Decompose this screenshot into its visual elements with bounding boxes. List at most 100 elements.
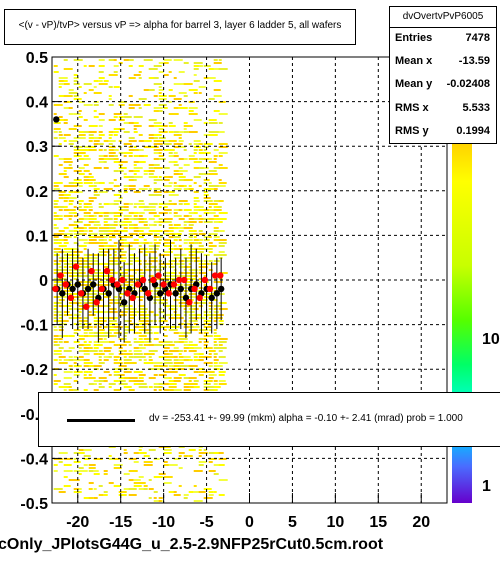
heat-cell bbox=[78, 86, 82, 88]
heat-cell bbox=[123, 338, 127, 340]
heat-cell bbox=[58, 173, 65, 175]
heat-cell bbox=[73, 302, 81, 304]
heat-cell bbox=[98, 305, 106, 307]
heat-cell bbox=[53, 182, 63, 184]
heat-cell bbox=[98, 203, 102, 205]
heat-cell bbox=[218, 230, 225, 232]
heat-cell bbox=[198, 185, 202, 187]
heat-cell bbox=[83, 281, 91, 283]
heat-cell bbox=[113, 371, 120, 373]
heat-cell bbox=[73, 77, 79, 79]
heat-cell bbox=[213, 185, 223, 187]
heat-cell bbox=[138, 215, 143, 217]
heat-cell bbox=[173, 254, 180, 256]
heat-cell bbox=[148, 134, 155, 136]
stats-title: dvOvertvPvP6005 bbox=[402, 11, 484, 22]
heat-cell bbox=[68, 356, 73, 358]
heat-cell bbox=[118, 494, 127, 496]
data-point bbox=[217, 285, 225, 293]
heat-cell bbox=[88, 176, 94, 178]
heat-cell bbox=[158, 236, 163, 238]
heat-cell bbox=[173, 365, 183, 367]
heat-cell bbox=[198, 368, 204, 370]
heat-cell bbox=[213, 317, 223, 319]
heat-cell bbox=[83, 350, 93, 352]
heat-cell bbox=[153, 215, 160, 217]
heat-cell bbox=[163, 107, 168, 109]
heat-cell bbox=[98, 377, 107, 379]
stat-value: -0.02408 bbox=[446, 78, 490, 90]
heat-cell bbox=[148, 125, 158, 127]
heat-cell bbox=[198, 173, 204, 175]
heat-cell bbox=[143, 488, 148, 490]
heat-cell bbox=[148, 311, 154, 313]
heat-cell bbox=[143, 269, 152, 271]
heat-cell bbox=[123, 152, 133, 154]
y-tick-label: 0.2 bbox=[26, 184, 48, 201]
heat-cell bbox=[113, 263, 121, 265]
heat-cell bbox=[153, 344, 163, 346]
heat-cell bbox=[73, 191, 81, 193]
heat-cell bbox=[143, 221, 148, 223]
y-tick-label: -0.2 bbox=[20, 362, 48, 379]
heat-cell bbox=[188, 491, 194, 493]
heat-cell bbox=[188, 236, 193, 238]
heat-cell bbox=[118, 128, 125, 130]
heat-cell bbox=[83, 242, 90, 244]
heat-cell bbox=[178, 104, 182, 106]
heat-cell bbox=[123, 155, 127, 157]
heat-cell bbox=[143, 146, 153, 148]
heat-cell bbox=[173, 368, 181, 370]
heat-cell bbox=[168, 248, 174, 250]
heat-cell bbox=[178, 305, 187, 307]
heat-cell bbox=[88, 209, 93, 211]
heat-cell bbox=[68, 260, 74, 262]
heat-cell bbox=[128, 227, 136, 229]
heat-cell bbox=[108, 98, 112, 100]
heat-cell bbox=[208, 329, 212, 331]
heat-cell bbox=[138, 272, 146, 274]
heat-cell bbox=[113, 116, 118, 118]
heat-cell bbox=[103, 239, 107, 241]
heat-cell bbox=[143, 464, 153, 466]
heat-cell bbox=[208, 317, 213, 319]
heat-cell bbox=[188, 365, 198, 367]
heat-cell bbox=[213, 383, 218, 385]
heat-cell bbox=[168, 182, 173, 184]
data-point bbox=[52, 285, 59, 293]
heat-cell bbox=[218, 317, 222, 319]
heat-cell bbox=[123, 356, 127, 358]
heat-cell bbox=[208, 263, 218, 265]
heat-cell bbox=[178, 338, 186, 340]
heat-cell bbox=[173, 245, 177, 247]
heat-cell bbox=[153, 365, 159, 367]
heat-cell bbox=[73, 356, 78, 358]
heat-cell bbox=[68, 230, 74, 232]
heat-cell bbox=[163, 212, 168, 214]
heat-cell bbox=[73, 248, 79, 250]
heat-cell bbox=[173, 173, 183, 175]
heat-cell bbox=[93, 275, 100, 277]
heat-cell bbox=[113, 233, 121, 235]
heat-cell bbox=[163, 389, 173, 391]
heat-cell bbox=[53, 284, 58, 286]
data-point bbox=[141, 285, 148, 293]
heat-cell bbox=[78, 134, 86, 136]
heat-cell bbox=[88, 185, 94, 187]
heat-cell bbox=[178, 368, 185, 370]
heat-cell bbox=[83, 233, 87, 235]
heat-cell bbox=[93, 257, 98, 259]
heat-cell bbox=[168, 230, 174, 232]
heat-cell bbox=[178, 263, 185, 265]
heat-cell bbox=[93, 104, 99, 106]
heat-cell bbox=[143, 485, 148, 487]
heat-cell bbox=[53, 137, 58, 139]
heat-cell bbox=[78, 299, 83, 301]
heat-cell bbox=[78, 488, 82, 490]
heat-cell bbox=[153, 290, 161, 292]
heat-cell bbox=[178, 275, 185, 277]
heat-cell bbox=[168, 203, 177, 205]
heat-cell bbox=[93, 182, 103, 184]
heat-cell bbox=[68, 293, 78, 295]
heat-cell bbox=[108, 263, 117, 265]
